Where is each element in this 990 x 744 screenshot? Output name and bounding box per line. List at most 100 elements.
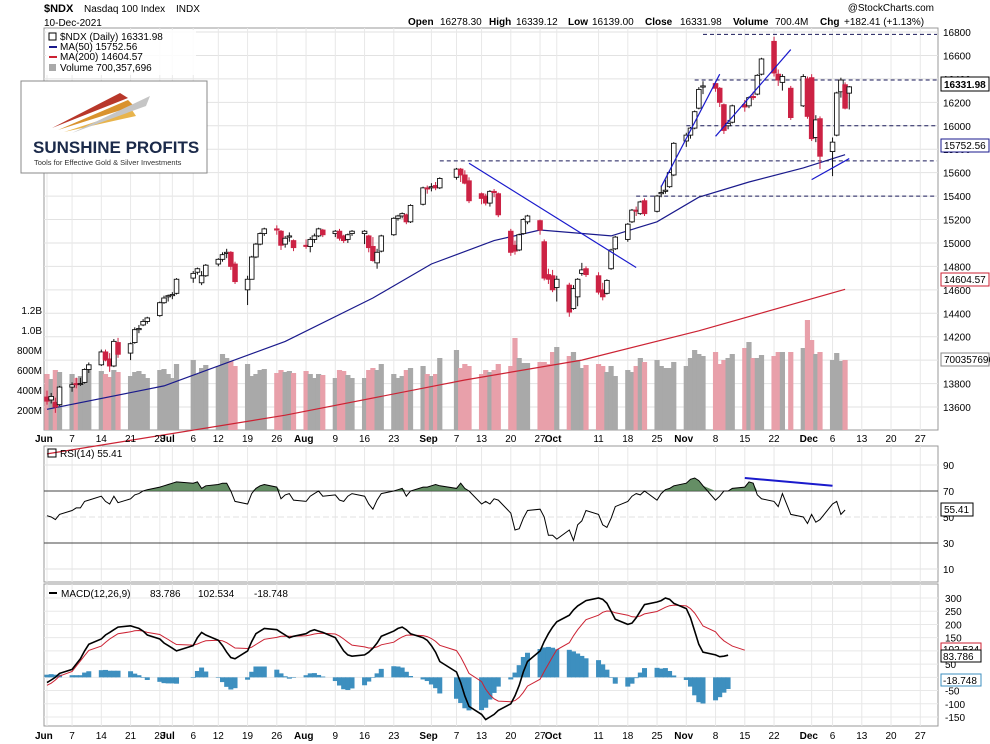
logo-ray-2 bbox=[58, 100, 134, 130]
macd-histogram-bar bbox=[604, 669, 610, 678]
volume-bar bbox=[696, 354, 702, 430]
volume-bar bbox=[788, 352, 794, 430]
x-tick-label-bottom: 12 bbox=[213, 731, 225, 742]
volume-bar bbox=[161, 369, 167, 430]
candle-up bbox=[131, 329, 138, 343]
volume-bar bbox=[395, 378, 401, 430]
volume-bar bbox=[286, 371, 292, 430]
rsi-tag: 55.41 bbox=[944, 505, 969, 516]
macd-histogram-bar bbox=[77, 675, 83, 678]
candle-up bbox=[190, 272, 196, 279]
macd-histogram-bar bbox=[190, 677, 196, 678]
volume-bar bbox=[746, 342, 752, 430]
candle-down bbox=[274, 228, 280, 231]
candle-up bbox=[516, 234, 522, 251]
volume-bar bbox=[136, 371, 142, 430]
chart-date: 10-Dec-2021 bbox=[44, 18, 102, 29]
macd-panel-frame bbox=[43, 583, 939, 727]
macd-histogram-bar bbox=[596, 660, 602, 678]
symbol: $NDX bbox=[44, 3, 74, 15]
volume-tick-label: 600M bbox=[17, 366, 42, 377]
macd-histogram-bar bbox=[286, 677, 292, 679]
macd-histogram-bar bbox=[696, 677, 702, 703]
macd-histogram-bar bbox=[491, 677, 497, 693]
volume-bar bbox=[391, 374, 397, 430]
volume-bar bbox=[115, 372, 121, 430]
macd-hist-tag-box bbox=[940, 673, 982, 687]
candle-up bbox=[846, 86, 853, 94]
candle-up bbox=[198, 275, 205, 284]
x-tick-label-bottom: 21 bbox=[125, 731, 137, 742]
legend-candle-swatch bbox=[48, 32, 57, 41]
volume-bar bbox=[838, 361, 844, 430]
macd-histogram-bar bbox=[140, 677, 146, 678]
candle-up bbox=[829, 141, 836, 152]
candle-down bbox=[424, 187, 430, 190]
x-tick-label: 20 bbox=[505, 434, 517, 445]
candle-down bbox=[817, 118, 823, 157]
volume-bar bbox=[274, 373, 280, 430]
chg-label: Chg bbox=[820, 17, 839, 28]
volume-bar bbox=[800, 348, 806, 430]
candle-down bbox=[491, 190, 497, 193]
volume-bar bbox=[336, 370, 343, 430]
candle-down bbox=[320, 229, 326, 236]
candle-down bbox=[232, 263, 238, 283]
macd-histogram-bar bbox=[508, 677, 514, 680]
macd-histogram-bar bbox=[642, 668, 648, 678]
low-label: Low bbox=[568, 17, 588, 28]
macd-histogram-bar bbox=[399, 667, 405, 678]
volume-bar bbox=[458, 368, 464, 430]
macd-histogram-bar bbox=[332, 677, 338, 682]
macd-histogram-bar bbox=[132, 673, 138, 678]
volume-bar bbox=[315, 374, 322, 430]
macd-histogram-bar bbox=[420, 677, 426, 680]
macd-histogram-bar bbox=[291, 677, 297, 678]
volume-bar bbox=[604, 372, 610, 430]
ma200-tag-box bbox=[940, 272, 990, 287]
macd-histogram-bar bbox=[433, 677, 439, 689]
macd-histogram-bar bbox=[687, 677, 693, 687]
candle-up bbox=[144, 317, 151, 322]
close-label: Close bbox=[645, 17, 673, 28]
x-tick-label-bottom: 15 bbox=[739, 731, 751, 742]
volume-bar bbox=[127, 376, 134, 430]
candle-up bbox=[69, 384, 75, 388]
x-tick-label-bottom: 11 bbox=[593, 731, 604, 742]
volume-bar bbox=[483, 370, 489, 430]
volume-bar bbox=[725, 358, 731, 430]
volume-bar bbox=[399, 376, 405, 430]
logo-tagline: Tools for Effective Gold & Silver Invest… bbox=[34, 158, 182, 167]
volume-bar bbox=[370, 368, 376, 430]
macd-line bbox=[46, 597, 729, 721]
candle-up bbox=[215, 258, 222, 265]
x-tick-label: 13 bbox=[476, 434, 488, 445]
volume-bar bbox=[278, 370, 284, 430]
macd-histogram-bar bbox=[495, 677, 501, 687]
volume-bar bbox=[102, 374, 109, 430]
macd-histogram-bar bbox=[73, 675, 79, 678]
macd-histogram-bar bbox=[671, 675, 677, 678]
candle-up bbox=[391, 217, 397, 236]
candle-up bbox=[608, 249, 614, 270]
macd-histogram-bar bbox=[629, 677, 635, 684]
macd-histogram-bar bbox=[579, 655, 585, 678]
volume-bar bbox=[432, 374, 439, 430]
volume-bar bbox=[366, 370, 372, 430]
volume-bar bbox=[641, 362, 648, 430]
candle-up bbox=[487, 190, 493, 204]
volume-bar bbox=[311, 378, 318, 430]
x-tick-label-bottom: 9 bbox=[333, 731, 339, 742]
macd-histogram-bar bbox=[316, 674, 322, 678]
macd-histogram-bar bbox=[378, 668, 384, 678]
macd-histogram-bar bbox=[575, 653, 581, 678]
volume-bar bbox=[758, 355, 765, 430]
volume-bar bbox=[570, 352, 577, 430]
volume-bar bbox=[224, 358, 230, 430]
candle-down bbox=[336, 230, 343, 239]
price-tick-label: 14400 bbox=[943, 309, 971, 320]
macd-histogram-bar bbox=[391, 666, 397, 678]
volume-bar bbox=[478, 374, 485, 430]
price-tick-label: 13800 bbox=[943, 380, 971, 391]
rsi-tick-label: 10 bbox=[943, 565, 955, 576]
